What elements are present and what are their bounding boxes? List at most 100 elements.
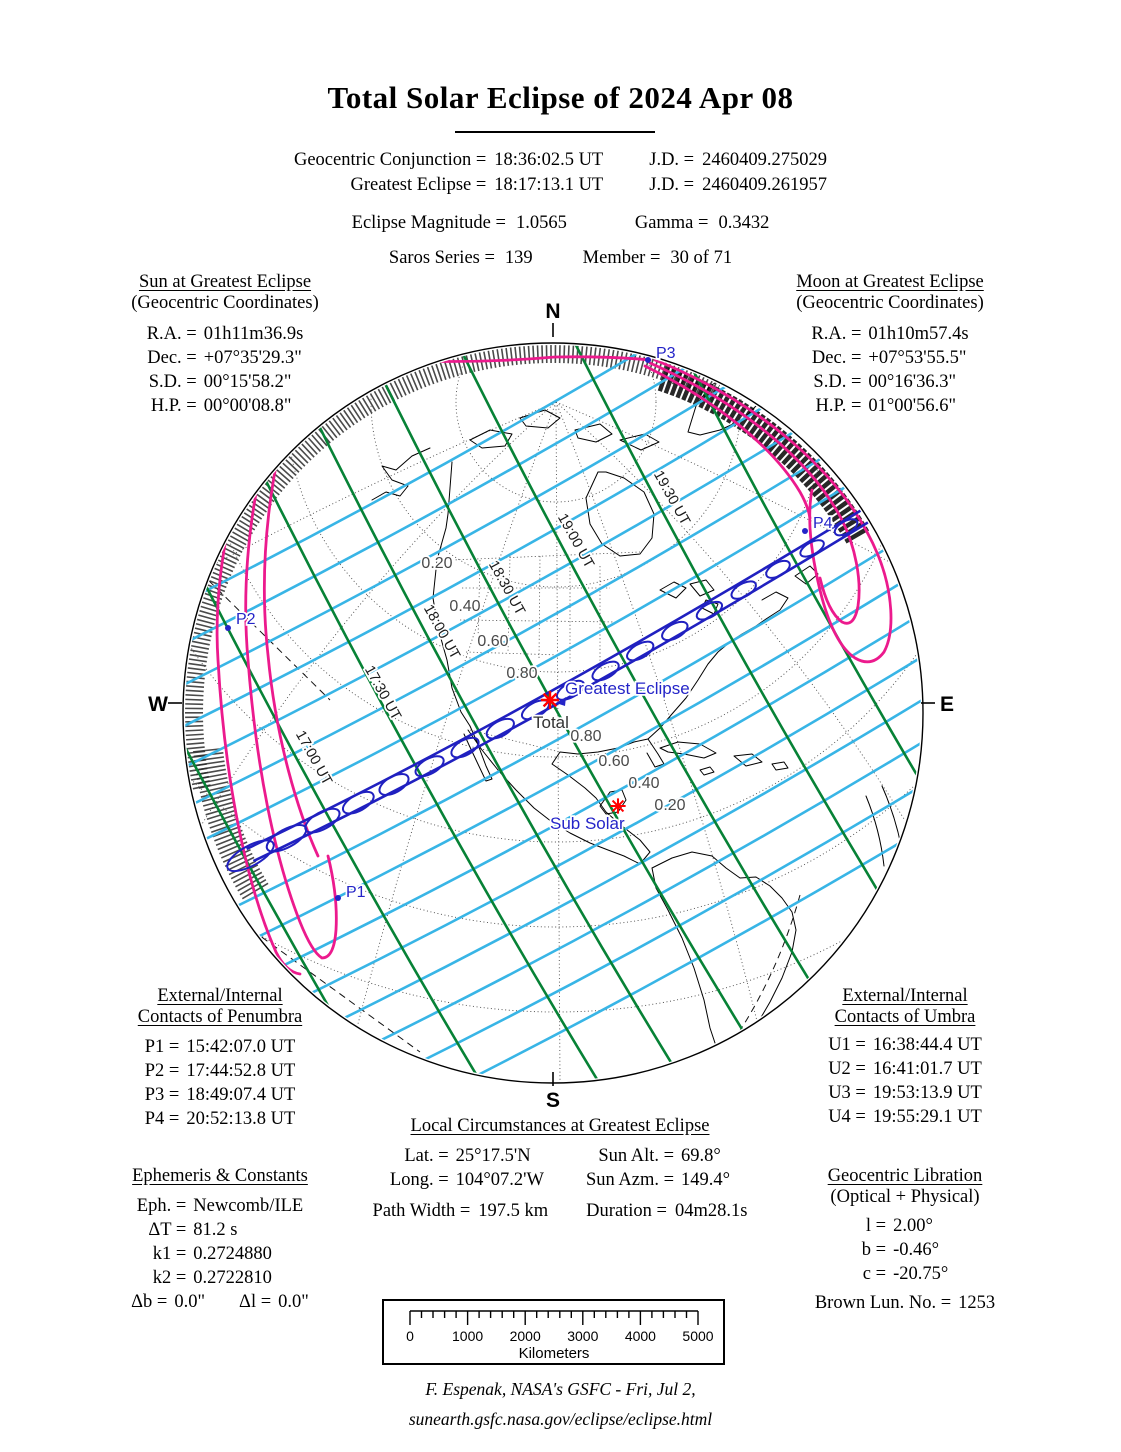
delta-t-value: 81.2 s	[193, 1220, 238, 1240]
jd1-value: 2460409.275029	[702, 150, 827, 170]
eph-label: Eph. =	[136, 1196, 187, 1216]
greatest-eclipse-map-label: Greatest Eclipse	[565, 679, 690, 698]
eclipse-magnitude-label: Eclipse Magnitude =	[351, 213, 506, 233]
brown-lun-value: 1253	[958, 1293, 996, 1313]
member-value: 30 of 71	[670, 248, 733, 268]
libration-l-label: l =	[865, 1216, 887, 1236]
penumbra-contacts-title1: External/Internal	[157, 986, 283, 1006]
scale-tick-4000: 4000	[625, 1328, 656, 1344]
scale-unit-label: Kilometers	[519, 1345, 590, 1362]
u4-time-label: U4 =	[828, 1107, 866, 1127]
member-label: Member =	[582, 248, 661, 268]
scale-tick-5000: 5000	[682, 1328, 713, 1344]
brown-lun-label: Brown Lun. No. =	[814, 1293, 952, 1313]
libration-c-label: c =	[862, 1264, 887, 1284]
penumbra-contacts-block: External/Internal Contacts of Penumbra P…	[95, 986, 345, 1130]
duration-label: Duration =	[586, 1201, 667, 1221]
gamma-value: 0.3432	[718, 213, 770, 233]
moon-block-title: Moon at Greatest Eclipse	[796, 272, 984, 292]
ephemeris-block: Ephemeris & Constants Eph. = Newcomb/ILE…	[90, 1166, 350, 1313]
sun-hp-label: H.P. =	[150, 396, 197, 416]
sun-alt-label: Sun Alt. =	[598, 1146, 675, 1166]
u3-time-value: 19:53:13.9 UT	[872, 1083, 982, 1103]
sun-block-title: Sun at Greatest Eclipse	[138, 272, 312, 292]
sun-azm-value: 149.4°	[681, 1170, 731, 1190]
p1-label: P1	[346, 884, 366, 901]
u2-time-value: 16:41:01.7 UT	[872, 1059, 982, 1079]
p2-time-label: P2 =	[144, 1061, 180, 1081]
saros-member-row: Saros Series = 139 Member = 30 of 71	[0, 248, 1121, 269]
sun-alt-value: 69.8°	[681, 1146, 721, 1166]
libration-b-label: b =	[861, 1240, 887, 1260]
terminator-stipple-band	[185, 345, 870, 900]
delta-t-label: ΔT =	[148, 1220, 187, 1240]
sun-block-subtitle: (Geocentric Coordinates)	[131, 293, 319, 313]
k1-label: k1 =	[152, 1244, 187, 1264]
sun-dec-value: +07°35'29.3"	[203, 348, 302, 368]
moon-block-subtitle: (Geocentric Coordinates)	[796, 293, 984, 313]
sun-ra-label: R.A. =	[146, 324, 197, 344]
jd1-label: J.D. =	[649, 150, 695, 170]
umbra-contacts-block: External/Internal Contacts of Umbra U1 =…	[780, 986, 1030, 1128]
sun-block: Sun at Greatest Eclipse (Geocentric Coor…	[100, 272, 350, 417]
delta-l-label: Δl =	[239, 1292, 272, 1312]
lat-value: 25°17.5'N	[455, 1146, 531, 1166]
p4-time-value: 20:52:13.8 UT	[186, 1109, 296, 1129]
delta-l-value: 0.0"	[278, 1292, 309, 1312]
long-value: 104°07.2'W	[455, 1170, 544, 1190]
libration-title: Geocentric Libration	[827, 1166, 983, 1186]
greatest-eclipse-value: 18:17:13.1 UT	[494, 175, 604, 195]
moon-dec-value: +07°53'55.5"	[868, 348, 967, 368]
u3-time-label: U3 =	[828, 1083, 866, 1103]
p3-label: P3	[656, 345, 676, 362]
sun-dec-label: Dec. =	[147, 348, 197, 368]
eph-value: Newcomb/ILE	[193, 1196, 304, 1216]
duration-value: 04m28.1s	[675, 1201, 748, 1221]
libration-subtitle: (Optical + Physical)	[830, 1187, 980, 1207]
saros-label: Saros Series =	[388, 248, 495, 268]
local-circumstances-block: Local Circumstances at Greatest Eclipse …	[330, 1116, 790, 1222]
moon-ra-value: 01h10m57.4s	[868, 324, 969, 344]
sun-ra-value: 01h11m36.9s	[203, 324, 304, 344]
mag-se-040: 0.40	[628, 775, 659, 792]
mag-nw-080: 0.80	[506, 665, 537, 682]
gamma-label: Gamma =	[634, 213, 709, 233]
u2-time-label: U2 =	[828, 1059, 866, 1079]
path-width-label: Path Width =	[372, 1201, 471, 1221]
moon-ra-label: R.A. =	[811, 324, 862, 344]
long-label: Long. =	[389, 1170, 449, 1190]
p2-dot	[225, 625, 231, 631]
sub-solar-label: Sub Solar	[550, 814, 625, 833]
k1-value: 0.2724880	[193, 1244, 272, 1264]
jd2-value: 2460409.261957	[702, 175, 827, 195]
saros-value: 139	[504, 248, 533, 268]
p2-label: P2	[236, 611, 256, 628]
p1-time-label: P1 =	[144, 1037, 180, 1057]
mag-se-060: 0.60	[598, 753, 629, 770]
conjunction-block: Geocentric Conjunction = 18:36:02.5 UT J…	[0, 150, 1121, 196]
umbra-contacts-title1: External/Internal	[842, 986, 968, 1006]
p1-time-value: 15:42:07.0 UT	[186, 1037, 296, 1057]
moon-dec-label: Dec. =	[811, 348, 862, 368]
mag-nw-040: 0.40	[449, 598, 480, 615]
p1-dot	[335, 895, 341, 901]
k2-label: k2 =	[152, 1268, 187, 1288]
umbra-contacts-title2: Contacts of Umbra	[834, 1007, 976, 1027]
compass-east-label: E	[940, 693, 954, 716]
moon-sd-label: S.D. =	[813, 372, 862, 392]
page-title: Total Solar Eclipse of 2024 Apr 08	[327, 80, 794, 115]
scale-bar: 0 1000 2000 3000 4000 5000 Kilometers	[382, 1299, 725, 1365]
u4-time-value: 19:55:29.1 UT	[872, 1107, 982, 1127]
footer-url: sunearth.gsfc.nasa.gov/eclipse/eclipse.h…	[408, 1409, 713, 1429]
geocentric-conjunction-value: 18:36:02.5 UT	[494, 150, 604, 170]
umbra-ellipses	[226, 499, 888, 873]
u1-time-label: U1 =	[828, 1035, 866, 1055]
lat-label: Lat. =	[404, 1146, 449, 1166]
eclipse-magnitude-value: 1.0565	[515, 213, 567, 233]
moon-block: Moon at Greatest Eclipse (Geocentric Coo…	[765, 272, 1015, 417]
greatest-eclipse-marker-icon	[539, 689, 561, 711]
mag-se-020: 0.20	[654, 797, 685, 814]
magnitude-gamma-row: Eclipse Magnitude = 1.0565 Gamma = 0.343…	[0, 213, 1121, 234]
local-circumstances-title: Local Circumstances at Greatest Eclipse	[410, 1116, 710, 1136]
delta-b-value: 0.0"	[174, 1292, 206, 1312]
